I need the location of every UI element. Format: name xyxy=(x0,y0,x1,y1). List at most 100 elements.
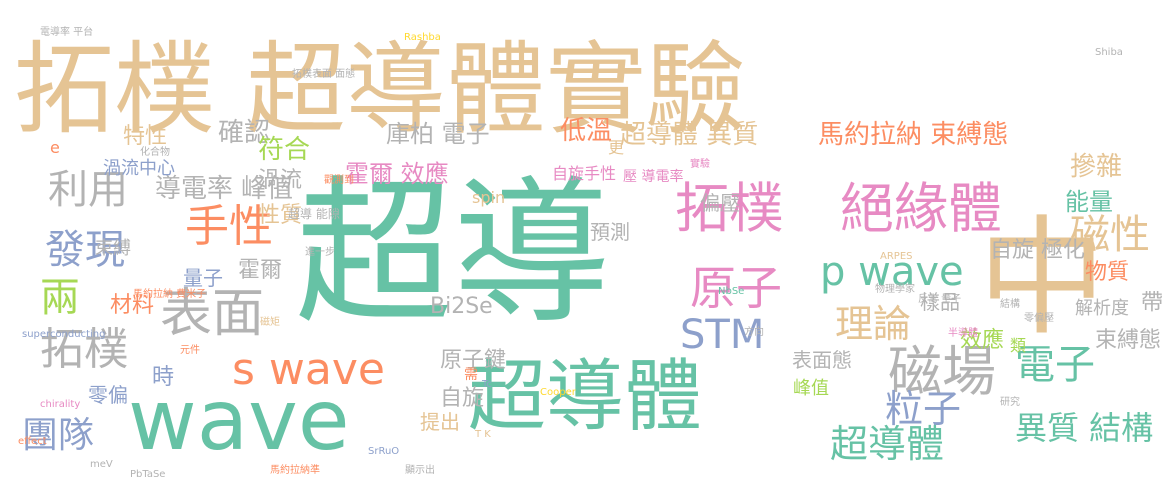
cloud-word: 解析度 xyxy=(1075,298,1129,319)
cloud-word: e xyxy=(50,138,60,157)
cloud-word: 束縛態 xyxy=(1095,328,1162,353)
cloud-word: NbSe xyxy=(718,286,745,297)
cloud-word: 束縛 xyxy=(95,238,131,259)
cloud-word: 反常 量子 xyxy=(918,294,962,305)
cloud-word: 表面 xyxy=(160,284,265,344)
cloud-word: 粒子 xyxy=(885,387,962,431)
cloud-word: 顯示出 xyxy=(405,465,435,476)
cloud-word: 提出 xyxy=(420,410,460,434)
cloud-word: ARPES xyxy=(880,251,913,262)
cloud-word: 時 xyxy=(152,365,175,390)
cloud-word: 表面態 xyxy=(792,348,852,372)
cloud-word: 超導體 異質 xyxy=(620,120,759,150)
cloud-word: Bi2Se xyxy=(430,294,493,319)
cloud-word: 符合 xyxy=(258,135,311,165)
cloud-word: 理論 xyxy=(835,302,912,346)
cloud-word: 效應 xyxy=(960,328,1005,353)
cloud-word: Cooper xyxy=(540,387,576,398)
cloud-word: 實驗 xyxy=(690,159,710,170)
cloud-word: 化合物 xyxy=(140,147,170,158)
cloud-word: 磁矩 xyxy=(260,317,280,328)
cloud-word: 進一步 xyxy=(305,247,335,258)
cloud-word: STM xyxy=(680,312,765,358)
cloud-word: 材料 xyxy=(110,293,155,318)
cloud-word: superconducting xyxy=(22,329,106,340)
cloud-word: 元件 xyxy=(180,345,200,356)
cloud-word: 拓樸 xyxy=(675,177,783,240)
cloud-word: 超導 xyxy=(295,162,611,346)
cloud-word: 性質 xyxy=(258,203,303,228)
cloud-word: 預測 xyxy=(590,220,630,244)
cloud-word: T K xyxy=(475,429,491,440)
cloud-word: 超導體 xyxy=(830,422,945,466)
cloud-word: SrRuO xyxy=(368,446,400,457)
cloud-word: 發現 xyxy=(45,227,125,273)
cloud-word: Tc xyxy=(482,379,492,390)
cloud-word: 峰值 xyxy=(793,378,829,399)
cloud-word: 半導體 xyxy=(948,328,978,339)
cloud-word: 方向 xyxy=(744,327,764,338)
cloud-word: 拓樸 超導體實驗 xyxy=(14,31,746,148)
cloud-word: 自旋 極化 xyxy=(990,238,1085,263)
cloud-word: 物質 xyxy=(1085,260,1130,285)
cloud-word: p wave xyxy=(820,249,964,295)
cloud-word: 拓樸 xyxy=(40,324,128,375)
cloud-word: 兩 xyxy=(40,275,80,321)
cloud-word: 零偏壓 xyxy=(1024,313,1054,324)
cloud-word: 磁性 xyxy=(1070,212,1150,258)
cloud-word: wave xyxy=(128,371,350,469)
cloud-word: s wave xyxy=(232,344,385,395)
cloud-word: effect xyxy=(18,436,47,447)
cloud-word: 原子鍵 xyxy=(440,348,507,373)
cloud-word: 電子 xyxy=(1015,342,1095,388)
cloud-word: spin xyxy=(472,188,506,207)
cloud-word: 馬約拉納 束縛態 xyxy=(818,120,1009,150)
cloud-word: 馬約拉納準 xyxy=(270,465,320,476)
cloud-word: 渦流 xyxy=(258,168,303,193)
cloud-word: meV xyxy=(90,459,113,470)
cloud-word: 需 xyxy=(464,367,478,383)
cloud-word: 帶 xyxy=(1137,290,1162,312)
cloud-word: 霍爾 xyxy=(238,258,283,283)
cloud-word: 霍爾 效應 xyxy=(345,160,449,188)
cloud-word: 能量 xyxy=(1065,188,1113,216)
cloud-word: 手性 xyxy=(185,201,273,252)
cloud-word: 研究 xyxy=(1000,397,1020,408)
cloud-word: 更 xyxy=(608,138,625,157)
cloud-word: 量子 xyxy=(183,266,223,290)
cloud-word: 低溫 xyxy=(560,116,613,146)
cloud-word: 馬約拉納 費米子 xyxy=(133,289,207,300)
cloud-word: 確認 xyxy=(218,118,271,148)
cloud-word: 物理學家 xyxy=(875,284,915,295)
cloud-word: 原子 xyxy=(690,261,782,315)
cloud-word: 中 xyxy=(978,204,1107,353)
cloud-word: 拓樸表面 面態 xyxy=(292,69,356,80)
cloud-word: 結構 xyxy=(1000,299,1020,310)
cloud-word: 摻雜 xyxy=(1070,152,1123,182)
cloud-word: 偏壓 xyxy=(700,191,740,215)
cloud-word: 自旋 xyxy=(440,386,485,411)
cloud-word: chirality xyxy=(40,399,81,410)
cloud-word: 磁場 xyxy=(888,340,996,403)
cloud-word: 渦流中心 xyxy=(103,158,175,179)
cloud-word: 樣品 xyxy=(920,290,960,314)
cloud-word: 電導率 平台 xyxy=(40,27,94,38)
cloud-word: 類 xyxy=(1010,336,1027,355)
cloud-word: 零偏 xyxy=(88,383,128,407)
cloud-word: 超導 能隙 xyxy=(288,207,340,221)
cloud-word: Rashba xyxy=(404,32,441,43)
cloud-word: 超導體 xyxy=(468,352,703,442)
cloud-word: 特性 xyxy=(123,124,168,149)
cloud-word: 觀測到 xyxy=(324,175,354,186)
cloud-word: 利用 xyxy=(48,167,128,213)
cloud-word: Shiba xyxy=(1095,47,1123,58)
cloud-word: 壓 導電率 xyxy=(623,169,684,185)
cloud-word: PbTaSe xyxy=(130,469,166,480)
cloud-word: 自旋手性 xyxy=(552,164,617,183)
cloud-word: 導電率 xyxy=(155,174,234,204)
cloud-word: 團隊 xyxy=(22,415,95,456)
cloud-word: 庫柏 電子 xyxy=(386,120,490,148)
cloud-word: 絕緣體 xyxy=(840,177,1002,240)
cloud-word: 異質 結構 xyxy=(1015,409,1154,447)
